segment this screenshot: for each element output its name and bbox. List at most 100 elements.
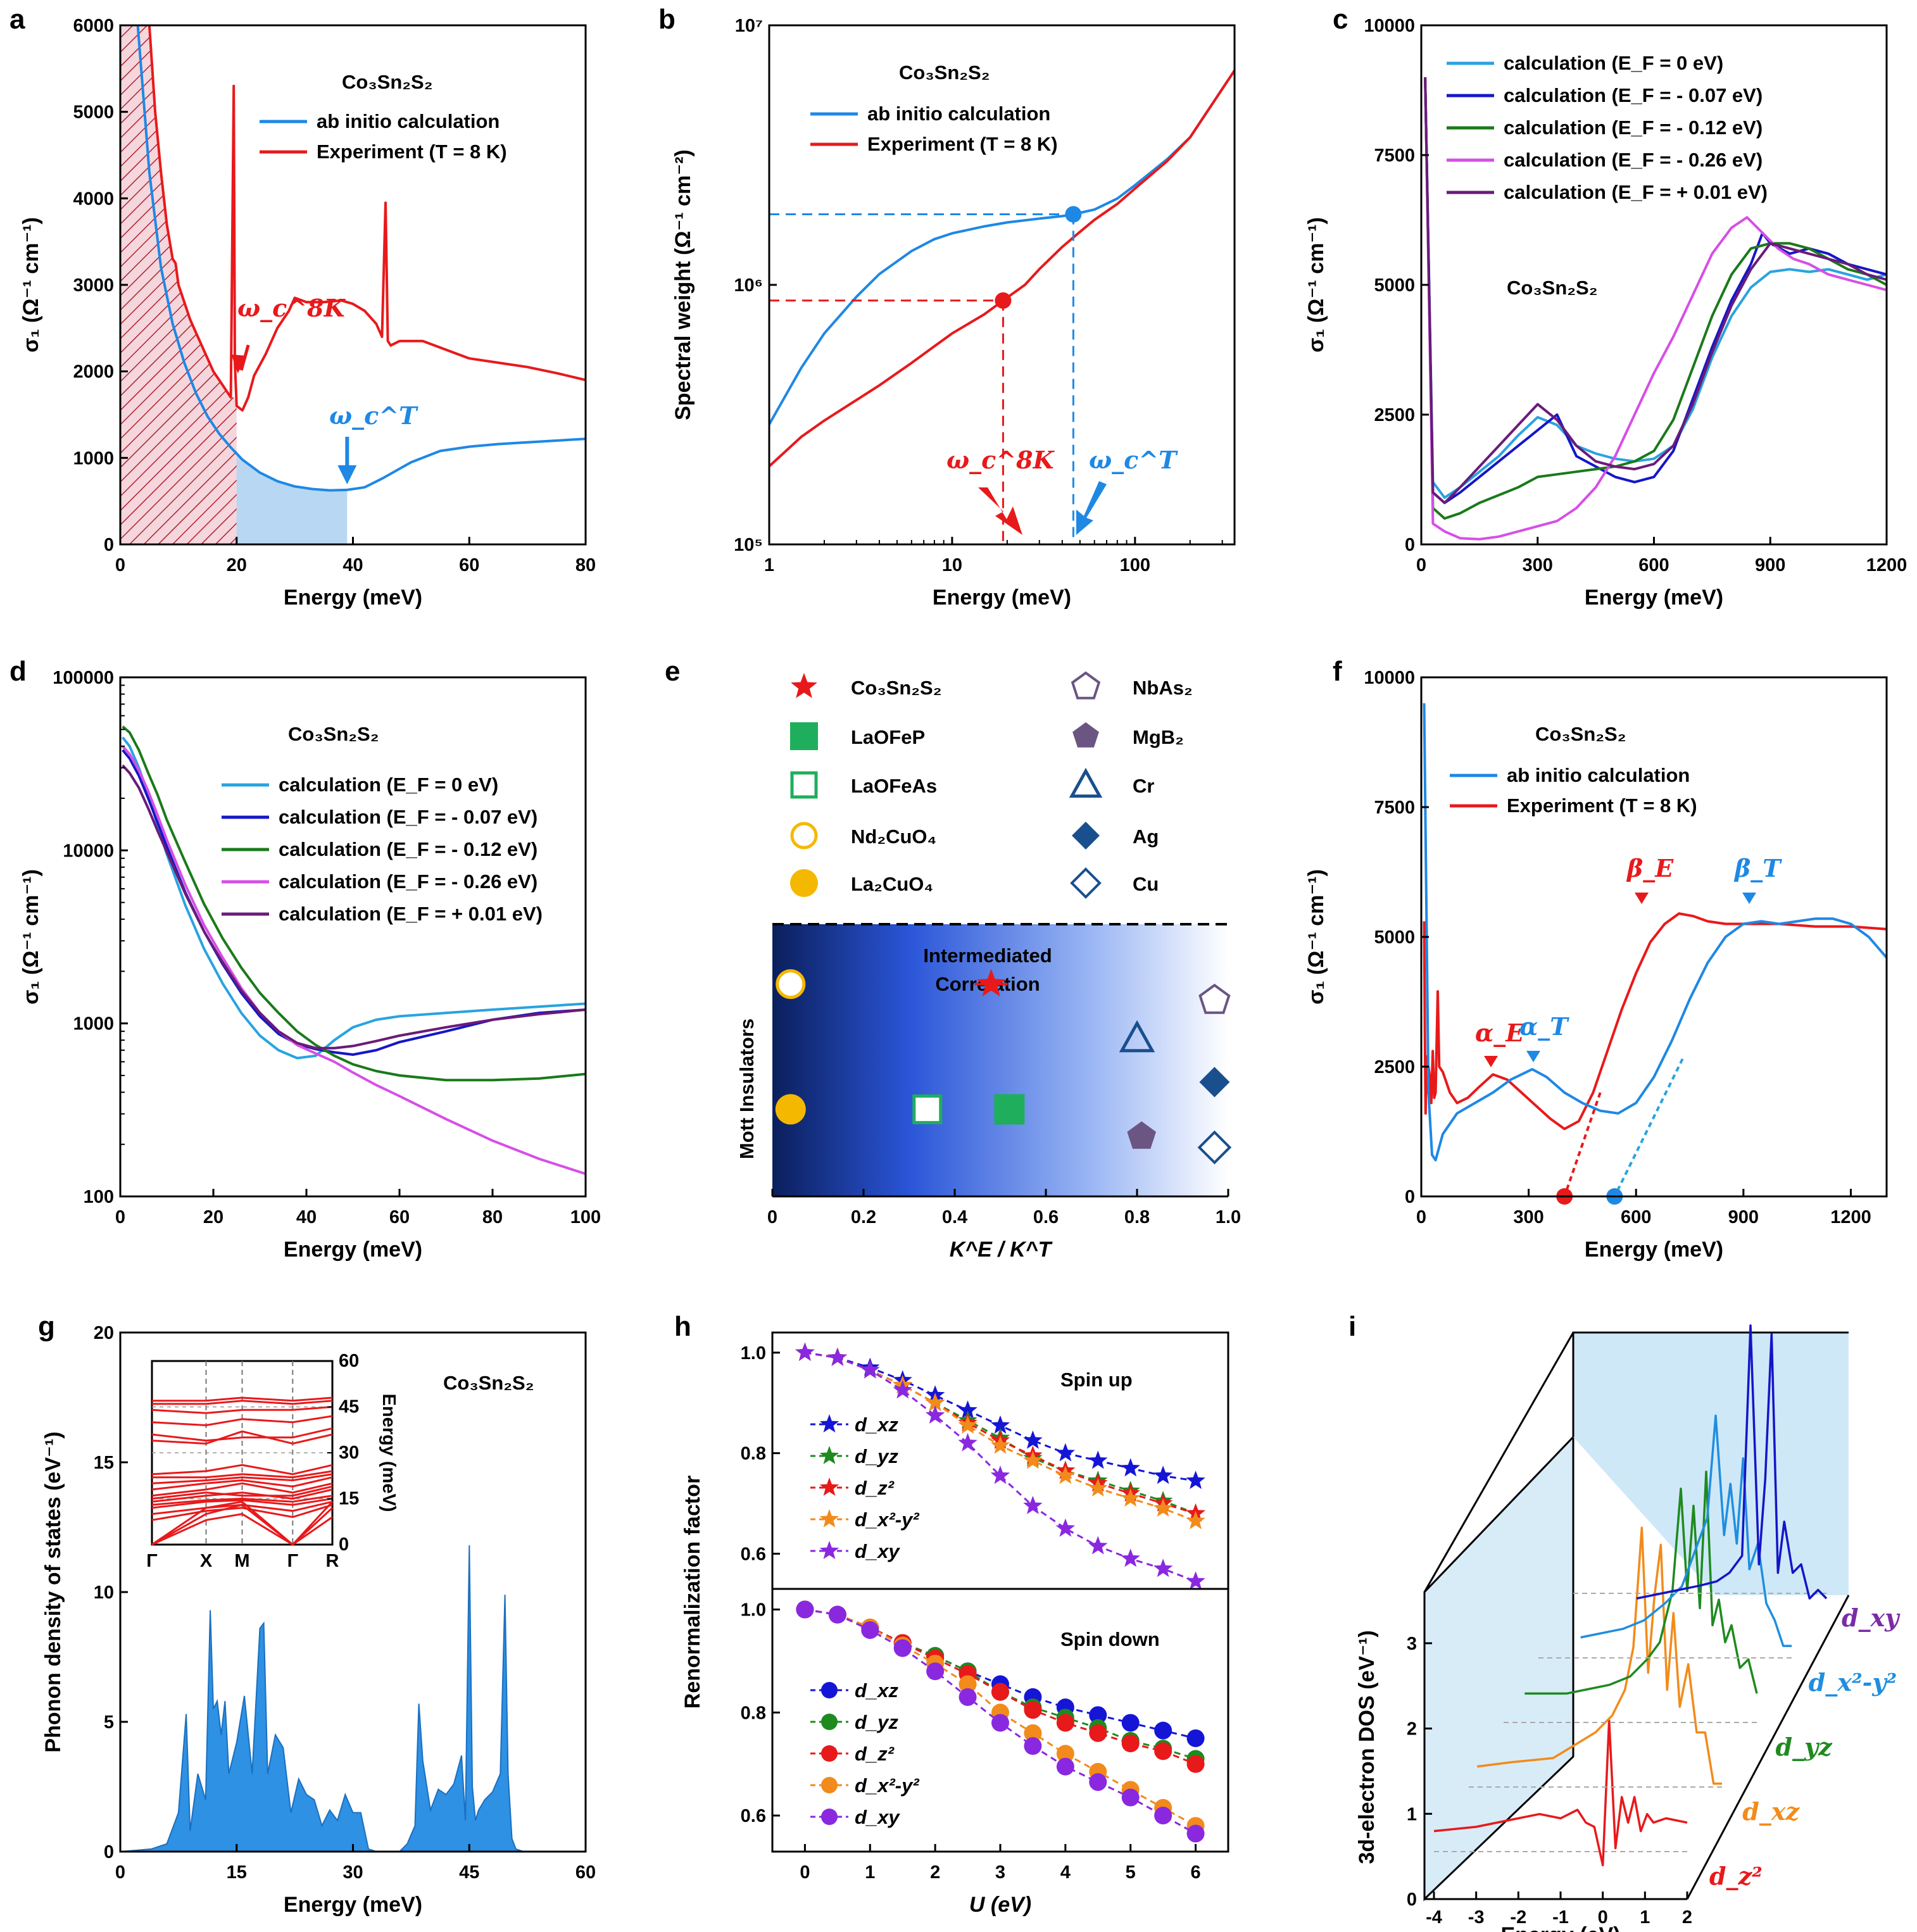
d-xtick-label: 20: [203, 1207, 223, 1227]
i-xtick-label: 2: [1682, 1907, 1692, 1928]
i-orbital-label: d_yz: [1776, 1733, 1833, 1761]
h-ytick-label: 1.0: [741, 1343, 766, 1364]
e-legend-label: Co₃Sn₂S₂: [851, 677, 942, 699]
g-inset-band: [151, 1488, 333, 1503]
e-point-1: [994, 1094, 1025, 1125]
h-star-marker: [893, 1380, 912, 1399]
c-xtick-label: 300: [1523, 555, 1553, 575]
g-inset-band: [151, 1482, 333, 1497]
e-legend-marker: [790, 722, 818, 750]
f-xtick-label: 0: [1416, 1207, 1426, 1227]
i-xtick-label: -4: [1426, 1907, 1442, 1928]
h-legend-marker: [819, 1477, 839, 1496]
e-mott-label: Mott Insulators: [736, 1019, 758, 1159]
h-circle-marker: [1121, 1734, 1140, 1753]
e-point-6: [1127, 1121, 1156, 1149]
h-star-marker: [1186, 1571, 1205, 1590]
b-legend-label: ab initio calculation: [867, 103, 1050, 125]
h-star-marker: [827, 1347, 848, 1366]
f-ytick-label: 7500: [1374, 798, 1415, 818]
a-ytick-label: 1000: [73, 448, 114, 468]
calc-line-f: [1423, 703, 1887, 1162]
c-ytick-label: 7500: [1374, 146, 1415, 166]
h-circle-marker: [991, 1714, 1009, 1732]
h-star-marker: [1088, 1450, 1108, 1469]
c-legend-label: calculation (E_F = - 0.07 eV): [1504, 84, 1763, 106]
e-point-9: [1197, 1130, 1232, 1165]
h-star-marker: [925, 1393, 945, 1412]
h-circle-marker: [828, 1605, 846, 1624]
d-series-line: [122, 725, 586, 1082]
b-marker-exp: [995, 292, 1012, 309]
g-inset-band: [151, 1406, 333, 1414]
h-star-marker: [1186, 1510, 1205, 1529]
b-xtick-label: 100: [1120, 555, 1150, 575]
h-circle-marker: [1121, 1788, 1140, 1807]
a-xtick-label: 20: [227, 555, 247, 575]
e-point-2: [912, 1094, 943, 1124]
g-inset-band: [151, 1495, 333, 1506]
i-xlabel: Energy (eV): [1501, 1923, 1621, 1932]
h-xtick-label: 5: [1126, 1862, 1136, 1883]
b-wcT-arrow: [1076, 481, 1107, 535]
e-point-3: [776, 969, 806, 1000]
c-xtick-label: 900: [1755, 555, 1785, 575]
h-xtick-label: 4: [1060, 1862, 1071, 1883]
d-xtick-label: 60: [389, 1207, 410, 1227]
f-peak-marker: [1484, 1056, 1498, 1067]
h-star-marker: [1055, 1465, 1076, 1484]
e-legend-label: Ag: [1133, 825, 1159, 848]
e-legend-label: La₂CuO₄: [851, 873, 933, 895]
h-ytick-label: 0.8: [741, 1703, 766, 1723]
i-xtick-label: -3: [1468, 1907, 1485, 1928]
d-legend-label: calculation (E_F = - 0.12 eV): [279, 838, 537, 860]
h-legend-marker: [819, 1509, 839, 1527]
i-ytick-label: 0: [1407, 1890, 1417, 1910]
h-legend-marker: [821, 1745, 838, 1762]
i-dos-line: [1477, 1526, 1722, 1785]
c-compound: Co₃Sn₂S₂: [1507, 277, 1598, 299]
h-ytick-label: 0.6: [741, 1806, 766, 1826]
h-ytick-label: 0.8: [741, 1444, 766, 1464]
b-wcT-label: ω_c^T: [1089, 446, 1178, 474]
b-ytick-label: 10⁶: [734, 275, 763, 296]
d-legend-label: calculation (E_F = 0 eV): [279, 774, 498, 796]
g-inset-ytick-label: 60: [339, 1351, 359, 1371]
f-peak-marker: [1526, 1051, 1540, 1062]
a-xtick-label: 40: [343, 555, 363, 575]
f-xtick-label: 600: [1621, 1207, 1651, 1227]
g-inset-band: [151, 1427, 333, 1442]
h-circle-marker: [1024, 1737, 1042, 1755]
h-legend-marker: [821, 1809, 838, 1825]
panel-label-e: e: [665, 656, 680, 687]
f-extrap-calc: [1613, 1058, 1684, 1197]
b-ytick-label: 10⁷: [735, 16, 763, 36]
g-ytick-label: 20: [94, 1323, 114, 1343]
c-series-line: [1424, 77, 1887, 520]
h-circle-marker: [1024, 1724, 1042, 1742]
i-ytick-label: 2: [1407, 1719, 1417, 1740]
e-point-0: [976, 969, 1006, 996]
d-legend-label: calculation (E_F = - 0.07 eV): [279, 806, 537, 828]
h-legend-label: d_yz: [855, 1445, 898, 1467]
i-xtick-label: -1: [1552, 1907, 1569, 1928]
g-inset-ylabel: Energy (meV): [379, 1394, 399, 1512]
g-inset-band: [152, 1470, 333, 1479]
h-circle-marker: [1121, 1714, 1140, 1732]
g-inset-ytick-label: 45: [339, 1397, 359, 1417]
a-xtick-label: 80: [575, 555, 596, 575]
e-legend-label: MgB₂: [1133, 726, 1184, 748]
a-ytick-label: 5000: [73, 103, 114, 123]
b-legend-label: Experiment (T = 8 K): [867, 133, 1058, 155]
f-xtick-label: 900: [1728, 1207, 1759, 1227]
f-ylabel: σ₁ (Ω⁻¹ cm⁻¹): [1304, 869, 1328, 1005]
d-ytick-label: 1000: [73, 1014, 114, 1034]
g-xtick-label: 30: [343, 1862, 363, 1883]
a-xlabel: Energy (meV): [284, 586, 422, 610]
panel-label-c: c: [1333, 4, 1348, 35]
g-inset-xlabel: Γ: [146, 1551, 157, 1571]
d-xtick-label: 0: [115, 1207, 125, 1227]
h-star-marker: [1023, 1450, 1043, 1469]
h-circle-marker: [958, 1688, 977, 1706]
